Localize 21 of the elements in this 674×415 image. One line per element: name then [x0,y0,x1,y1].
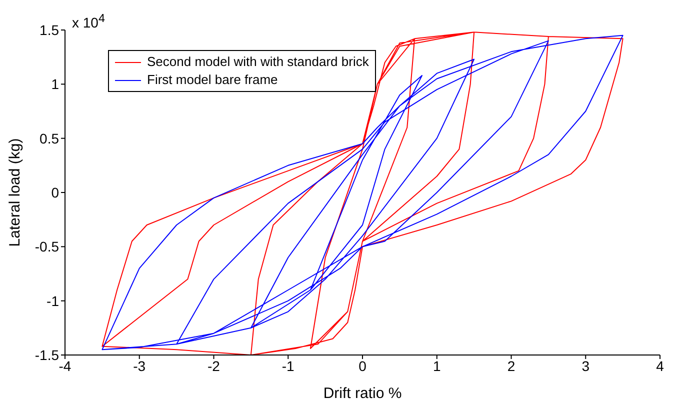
y-tick-label: -1 [46,292,60,309]
x-tick-label: -2 [208,358,220,374]
y-tick-label: -0.5 [34,238,60,255]
legend-label: Second model with with standard brick [147,53,369,71]
x-tick-label: 1 [432,358,441,374]
x-tick-label: -4 [58,358,72,374]
x-tick-label: 2 [507,358,516,374]
x-tick-label: 4 [656,358,664,374]
y-tick-label: 0 [51,184,60,200]
x-tick-label: -1 [282,358,295,374]
x-tick-label: 0 [358,358,367,374]
y-axis-title: Lateral load (kg) [6,138,24,247]
annotation: x 10$^{4}$ [72,12,105,31]
y-tick-label: -1.5 [34,346,60,363]
x-tick-label: 3 [582,358,590,374]
x-axis-title: Drift ratio % [323,385,402,402]
legend-label: First model bare frame [147,71,278,89]
y-tick-label: 1.5 [40,22,60,38]
y-tick-label: 1 [51,76,60,92]
x-tick-label: -3 [133,358,146,374]
y-tick-label: 0.5 [40,130,60,146]
